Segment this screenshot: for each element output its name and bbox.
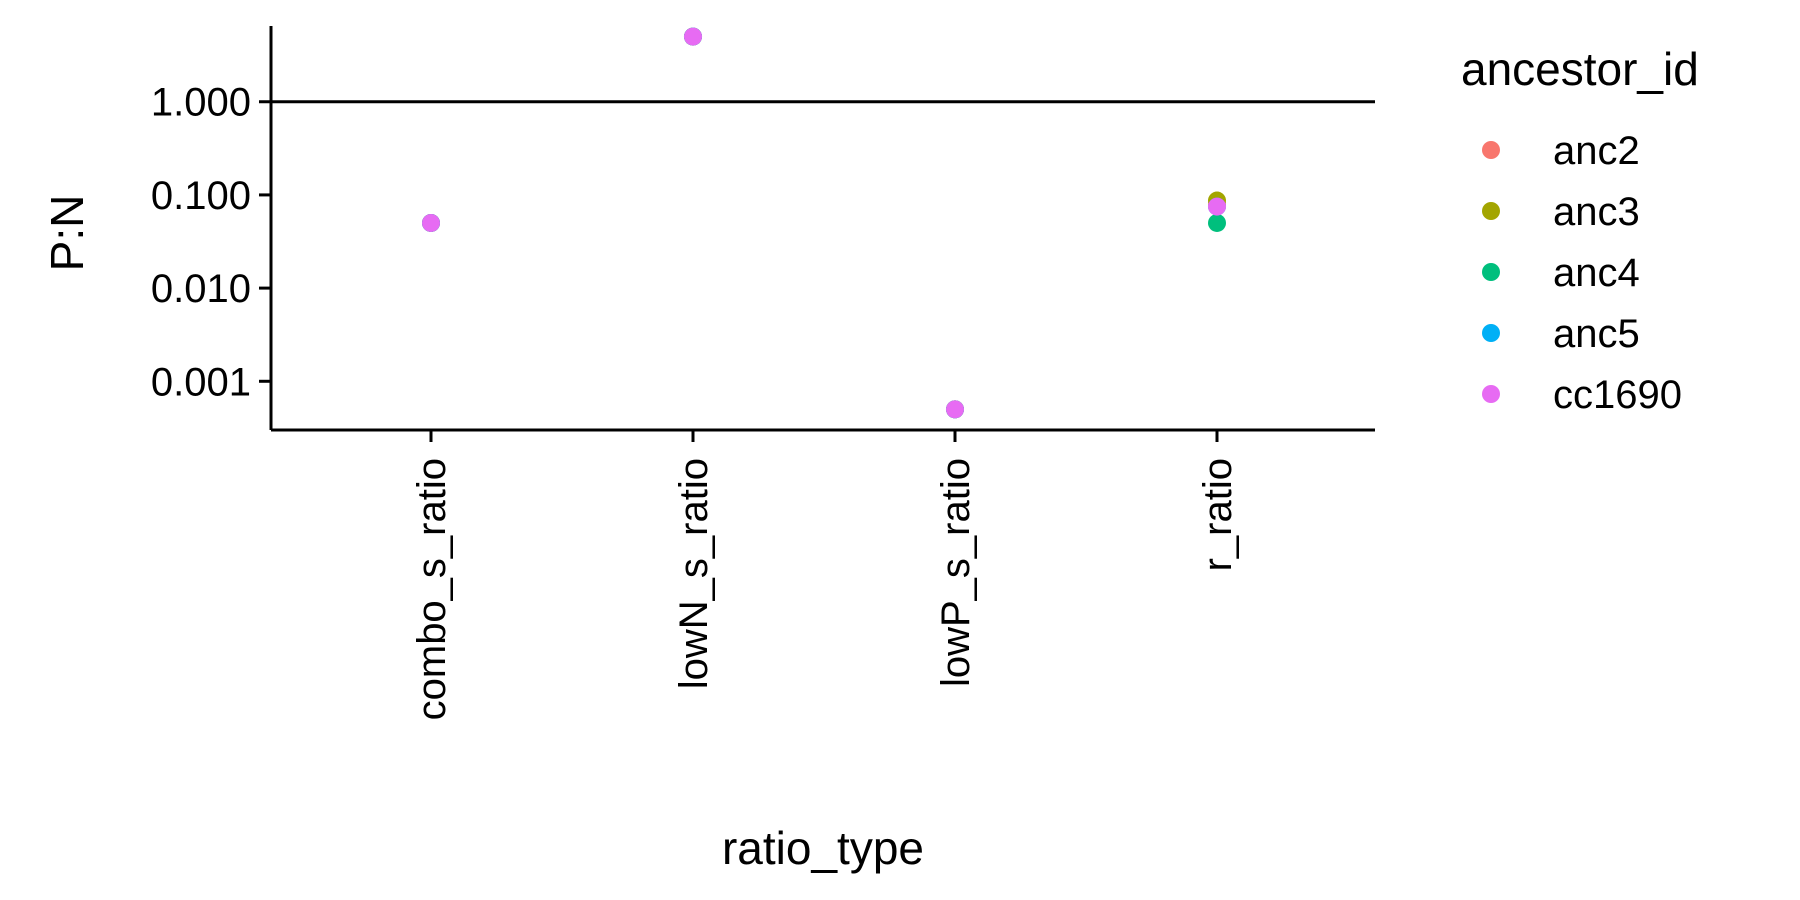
x-axis-title: ratio_type bbox=[722, 822, 924, 874]
legend-items: anc2 anc3 anc4 anc5 cc1690 bbox=[1482, 129, 1682, 417]
legend-key-cc1690 bbox=[1482, 385, 1500, 403]
legend-title: ancestor_id bbox=[1461, 43, 1699, 95]
legend-label: anc4 bbox=[1553, 251, 1640, 295]
data-point-cc1690 bbox=[422, 213, 440, 232]
legend-label: anc2 bbox=[1553, 129, 1640, 173]
legend: ancestor_id anc2 anc3 anc4 anc5 cc1690 bbox=[1461, 43, 1699, 417]
data-point-cc1690 bbox=[684, 27, 702, 46]
x-tick-label: lowP_s_ratio bbox=[934, 458, 978, 687]
x-tick-label: combo_s_ratio bbox=[410, 458, 454, 720]
legend-key-anc4 bbox=[1482, 263, 1500, 281]
y-axis-title: P:N bbox=[41, 195, 93, 272]
y-axis-ticks: 0.001 0.010 0.100 1.000 bbox=[151, 81, 271, 404]
x-axis-ticks: combo_s_ratio lowN_s_ratio lowP_s_ratio r_r… bbox=[410, 430, 1240, 720]
data-points bbox=[422, 27, 1226, 419]
legend-key-anc5 bbox=[1482, 324, 1500, 342]
x-tick-label: lowN_s_ratio bbox=[672, 458, 716, 689]
legend-label: cc1690 bbox=[1553, 373, 1682, 417]
data-point-cc1690 bbox=[946, 400, 964, 419]
legend-key-anc2 bbox=[1482, 141, 1500, 159]
y-tick-label: 0.001 bbox=[151, 360, 251, 404]
y-tick-label: 0.010 bbox=[151, 267, 251, 311]
legend-label: anc3 bbox=[1553, 190, 1640, 234]
x-tick-label: r_ratio bbox=[1196, 458, 1240, 571]
data-point-cc1690 bbox=[1208, 197, 1226, 216]
y-tick-label: 0.100 bbox=[151, 174, 251, 218]
data-point-anc4 bbox=[1208, 213, 1226, 232]
legend-label: anc5 bbox=[1553, 312, 1640, 356]
legend-key-anc3 bbox=[1482, 202, 1500, 220]
y-tick-label: 1.000 bbox=[151, 81, 251, 125]
